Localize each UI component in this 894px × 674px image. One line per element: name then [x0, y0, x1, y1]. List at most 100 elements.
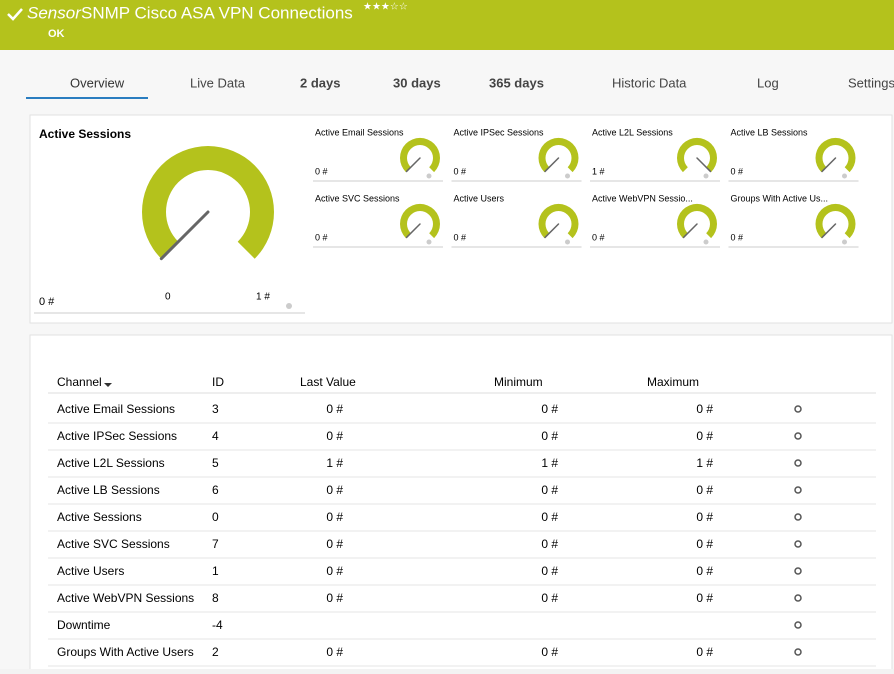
gauge-value: 0 # — [39, 296, 55, 308]
gauge-value: 0 # — [315, 232, 328, 242]
cell: 0 # — [326, 510, 343, 524]
tab[interactable]: 30 days — [393, 75, 441, 90]
cell: 2 — [212, 645, 219, 659]
cell: 3 — [212, 402, 219, 416]
cell: 0 # — [696, 591, 713, 605]
cell: Groups With Active Users — [57, 645, 194, 659]
cell: 0 # — [326, 537, 343, 551]
channel-settings-icon[interactable] — [794, 513, 802, 521]
gauge-settings-icon[interactable] — [565, 239, 570, 245]
channel-settings-icon[interactable] — [794, 648, 802, 656]
table-panel — [29, 334, 893, 674]
tab[interactable]: Settings — [848, 75, 894, 90]
cell: Active LB Sessions — [57, 483, 160, 497]
gauge-label: Active SVC Sessions — [315, 193, 400, 203]
gauge-arc — [538, 203, 579, 239]
gauge-arc — [538, 137, 579, 173]
column-header[interactable]: Minimum — [494, 375, 543, 389]
gauge-settings-icon[interactable] — [842, 173, 847, 179]
channel-settings-icon[interactable] — [794, 459, 802, 467]
cell: 0 — [212, 510, 219, 524]
gauge-value: 0 # — [731, 232, 744, 242]
cell: 7 — [212, 537, 219, 551]
column-header[interactable]: Maximum — [647, 375, 699, 389]
cell: 0 # — [541, 591, 558, 605]
sort-arrow — [104, 383, 112, 387]
gauge-value: 0 # — [731, 166, 744, 176]
cell: 0 # — [696, 429, 713, 443]
cell: 0 # — [326, 429, 343, 443]
cell: -4 — [212, 618, 223, 632]
gauge-settings-icon[interactable] — [426, 239, 432, 245]
gauge-value: 0 # — [592, 232, 605, 242]
cell: 0 # — [696, 402, 713, 416]
channel-settings-icon[interactable] — [794, 432, 802, 440]
cell: 0 # — [696, 537, 713, 551]
gauge-label: Groups With Active Us... — [731, 193, 829, 203]
status-check — [7, 8, 23, 21]
channel-settings-icon[interactable] — [794, 594, 802, 602]
status: OK — [48, 28, 65, 40]
cell: 1 # — [541, 456, 558, 470]
gauge-settings-icon[interactable] — [703, 173, 709, 179]
channel-settings-icon[interactable] — [794, 405, 802, 413]
cell: 0 # — [541, 564, 558, 578]
gauge-settings-icon[interactable] — [286, 303, 292, 309]
gauge-arc — [815, 203, 856, 239]
header-bar — [0, 0, 894, 50]
gauge-label: Active Email Sessions — [315, 127, 404, 137]
gauge-needle — [682, 223, 698, 239]
cell: 0 # — [541, 429, 558, 443]
tab[interactable]: Overview — [70, 75, 125, 90]
cell: 0 # — [326, 402, 343, 416]
gauge-arc — [677, 203, 717, 239]
cell: 0 # — [326, 564, 343, 578]
gauge-arc — [142, 146, 274, 259]
cell: 0 # — [326, 591, 343, 605]
gauge-needle — [696, 157, 712, 173]
cell: 1 # — [696, 456, 713, 470]
gauge-needle — [159, 210, 210, 261]
channel-settings-icon[interactable] — [794, 567, 802, 575]
channel-settings-icon[interactable] — [794, 486, 802, 494]
cell: 1 — [212, 564, 219, 578]
tab[interactable]: 2 days — [300, 75, 340, 90]
cell: 0 # — [541, 402, 558, 416]
cell: Active Sessions — [57, 510, 142, 524]
gauge-settings-icon[interactable] — [426, 173, 432, 179]
cell: 5 — [212, 456, 219, 470]
cell: 0 # — [541, 537, 558, 551]
gauge-label: Active Users — [454, 193, 505, 203]
tab[interactable]: Log — [757, 75, 779, 90]
cell: Active SVC Sessions — [57, 537, 170, 551]
gauge-panel — [29, 114, 893, 324]
channel-settings-icon[interactable] — [794, 540, 802, 548]
gauge-max: 1 # — [256, 292, 270, 303]
gauge-label: Active LB Sessions — [731, 127, 809, 137]
channel-settings-icon[interactable] — [794, 621, 802, 629]
cell: 1 # — [326, 456, 343, 470]
gauge-settings-icon[interactable] — [703, 239, 709, 245]
cell: 0 # — [326, 483, 343, 497]
gauge-label: Active IPSec Sessions — [454, 127, 545, 137]
gauge-arc — [399, 203, 440, 239]
cell: 4 — [212, 429, 219, 443]
column-header[interactable]: Last Value — [300, 375, 356, 389]
stars[interactable]: ★★★☆☆ — [363, 2, 408, 13]
gauge-arc — [815, 137, 856, 173]
cell: 0 # — [541, 483, 558, 497]
tab[interactable]: Live Data — [190, 75, 246, 90]
cell: Active WebVPN Sessions — [57, 591, 194, 605]
gauge-arc — [399, 137, 440, 173]
tab[interactable]: Historic Data — [612, 75, 687, 90]
column-header[interactable]: ID — [212, 375, 224, 389]
cell: Active L2L Sessions — [57, 456, 165, 470]
gauge-value: 0 # — [315, 166, 328, 176]
column-header[interactable]: Channel — [57, 375, 102, 389]
gauge-settings-icon[interactable] — [842, 239, 847, 245]
cell: Active Email Sessions — [57, 402, 175, 416]
gauge-needle — [821, 223, 837, 239]
tab[interactable]: 365 days — [489, 75, 544, 90]
gauge-settings-icon[interactable] — [565, 173, 570, 179]
